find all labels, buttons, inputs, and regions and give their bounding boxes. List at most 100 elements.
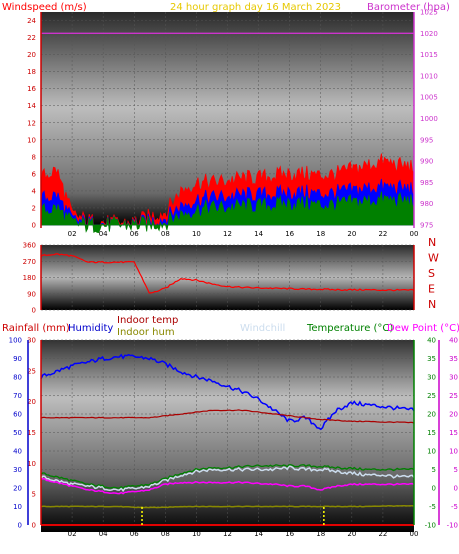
- wind-y-tick: 0: [32, 222, 36, 230]
- direction-cardinal-label: W: [428, 252, 439, 265]
- wind-y-tick: 2: [32, 204, 36, 212]
- direction-y-tick: 180: [23, 274, 36, 282]
- direction-cardinal-label: N: [428, 298, 436, 311]
- temperature-y-tick: 40: [427, 337, 436, 345]
- indoor-temp-series: [40, 409, 415, 424]
- humidity-y-tick: 50: [13, 429, 22, 437]
- temperature-y-tick: 25: [427, 392, 436, 400]
- direction-y-tick: 0: [32, 307, 36, 315]
- dewpoint-y-tick: -5: [451, 503, 458, 511]
- direction-y-tick: 270: [23, 258, 36, 266]
- temperature-x-tick: 00: [410, 530, 419, 538]
- barometer-y-tick: 995: [420, 136, 433, 144]
- wind-direction-series: [40, 253, 415, 294]
- temperature-series: [40, 464, 415, 490]
- dewpoint-y-tick: 30: [449, 374, 458, 382]
- wind-y-tick: 6: [32, 170, 37, 178]
- direction-chart-series: [40, 253, 415, 294]
- temperature-x-tick: 14: [254, 530, 263, 538]
- wind-x-tick: 04: [99, 230, 108, 238]
- direction-y-tick: 90: [27, 290, 36, 298]
- wind-y-tick: 22: [27, 34, 36, 42]
- wind-x-tick: 16: [285, 230, 294, 238]
- dewpoint-y-tick: -10: [447, 522, 458, 530]
- wind-title: Windspeed (m/s): [2, 2, 87, 13]
- wind-x-tick: 08: [161, 230, 170, 238]
- temperature-x-tick: 22: [378, 530, 387, 538]
- barometer-y-tick: 1005: [420, 94, 438, 102]
- temperature-x-tick: 16: [285, 530, 294, 538]
- rainfall-y-tick: 30: [27, 337, 36, 345]
- wind-x-tick: 10: [192, 230, 201, 238]
- direction-cardinal-label: S: [428, 267, 435, 280]
- temperature-y-tick: 10: [427, 448, 436, 456]
- humidity-y-tick: 100: [9, 337, 22, 345]
- direction-y-tick: 360: [23, 242, 36, 250]
- wind-x-tick: 20: [347, 230, 356, 238]
- temperature-y-tick: -5: [429, 503, 436, 511]
- rainfall-y-tick: 20: [27, 398, 36, 406]
- humidity-series: [40, 353, 415, 431]
- temperature-y-tick: -10: [425, 522, 436, 530]
- temperature-x-tick: 20: [347, 530, 356, 538]
- dewpoint-series: [40, 477, 415, 495]
- barometer-y-tick: 1025: [420, 9, 438, 17]
- barometer-y-tick: 990: [420, 158, 433, 166]
- temperature-x-tick: 12: [223, 530, 232, 538]
- temperature-x-tick: 10: [192, 530, 201, 538]
- dewpoint-y-tick: 25: [449, 392, 458, 400]
- barometer-y-tick: 1010: [420, 72, 438, 80]
- dewpoint-y-tick: 10: [449, 448, 458, 456]
- indoor-hum-series: [40, 504, 415, 509]
- humidity-y-tick: 0: [18, 522, 22, 530]
- humidity-y-tick: 10: [13, 503, 22, 511]
- wind-chart-axes: 0246810121416182022249759809859909951000…: [27, 9, 438, 239]
- barometer-title: Barometer (hpa): [367, 2, 450, 13]
- temperature-y-tick: 5: [432, 466, 436, 474]
- humidity-y-tick: 40: [13, 448, 22, 456]
- rainfall-y-tick: 0: [32, 522, 36, 530]
- dewpoint-y-tick: 15: [449, 429, 458, 437]
- temperature-x-tick: 04: [99, 530, 108, 538]
- windchill-series: [40, 465, 415, 493]
- barometer-y-tick: 1015: [420, 51, 438, 59]
- legend-humidity: Humidity: [68, 323, 113, 334]
- wind-x-tick: 12: [223, 230, 232, 238]
- wind-y-tick: 4: [32, 187, 37, 195]
- temperature-x-tick: 02: [68, 530, 77, 538]
- wind-low-series: [40, 191, 415, 234]
- legend-indoor-hum: Indoor hum: [117, 327, 175, 338]
- wind-y-tick: 10: [27, 136, 36, 144]
- direction-cardinal-label: E: [428, 283, 435, 296]
- direction-chart-grid: [41, 244, 415, 311]
- legend-windchill: Windchill: [240, 323, 285, 334]
- temperature-x-tick: 06: [130, 530, 139, 538]
- wind-x-tick: 00: [410, 230, 419, 238]
- humidity-y-tick: 60: [13, 411, 22, 419]
- wind-y-tick: 14: [27, 102, 36, 110]
- wind-y-tick: 12: [27, 119, 36, 127]
- wind-x-tick: 06: [130, 230, 139, 238]
- wind-y-tick: 20: [27, 51, 36, 59]
- humidity-y-tick: 20: [13, 485, 22, 493]
- barometer-y-tick: 1020: [420, 30, 438, 38]
- wind-chart-series: [40, 32, 415, 234]
- graph-title: 24 hour graph day 16 March 2023: [170, 2, 341, 13]
- wind-x-tick: 02: [68, 230, 77, 238]
- wind-y-tick: 18: [27, 68, 36, 76]
- dewpoint-y-tick: 0: [454, 485, 458, 493]
- temperature-y-tick: 35: [427, 355, 436, 363]
- barometer-y-tick: 980: [420, 200, 433, 208]
- humidity-y-tick: 30: [13, 466, 22, 474]
- rainfall-y-tick: 10: [27, 460, 36, 468]
- temperature-x-tick: 08: [161, 530, 170, 538]
- temperature-y-tick: 0: [432, 485, 436, 493]
- humidity-y-tick: 80: [13, 374, 22, 382]
- barometer-y-tick: 985: [420, 179, 433, 187]
- legend-rainfall: Rainfall (mm): [2, 323, 70, 334]
- temperature-x-tick: 18: [316, 530, 325, 538]
